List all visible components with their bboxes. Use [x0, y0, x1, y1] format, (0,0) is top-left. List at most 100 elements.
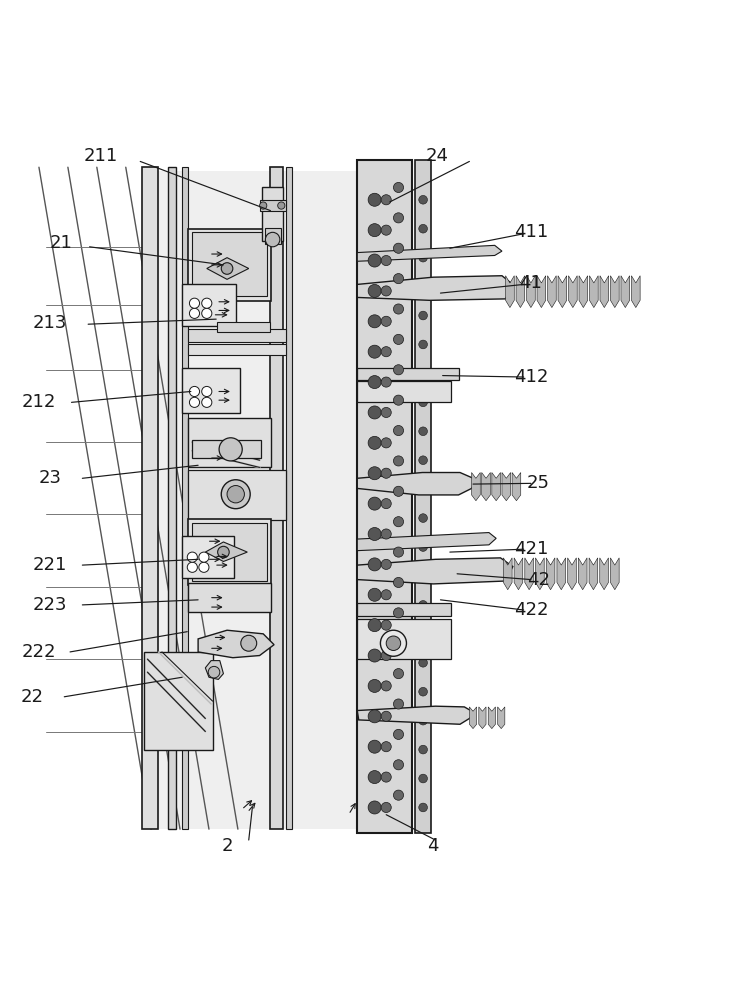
Circle shape	[218, 546, 229, 558]
Circle shape	[368, 588, 381, 601]
Bar	[270, 167, 284, 829]
Circle shape	[222, 263, 233, 274]
Circle shape	[381, 630, 407, 656]
Polygon shape	[504, 558, 512, 590]
Text: 22: 22	[20, 688, 43, 706]
Text: 422: 422	[514, 601, 548, 619]
Circle shape	[187, 562, 198, 572]
Circle shape	[394, 365, 404, 375]
Circle shape	[418, 601, 427, 609]
Polygon shape	[621, 276, 630, 308]
Polygon shape	[569, 276, 577, 308]
Circle shape	[190, 308, 200, 318]
Circle shape	[394, 638, 404, 648]
Polygon shape	[631, 276, 640, 308]
Polygon shape	[469, 707, 477, 729]
Circle shape	[418, 745, 427, 754]
Circle shape	[381, 468, 391, 478]
Circle shape	[368, 345, 381, 358]
Bar	[357, 160, 412, 833]
Circle shape	[394, 699, 404, 709]
Circle shape	[394, 790, 404, 800]
Bar	[260, 200, 286, 211]
Polygon shape	[198, 630, 274, 658]
Text: 2: 2	[222, 837, 233, 855]
Bar	[217, 322, 270, 332]
Circle shape	[381, 377, 391, 387]
Circle shape	[222, 480, 250, 509]
Polygon shape	[357, 473, 477, 495]
Circle shape	[381, 407, 391, 418]
Polygon shape	[506, 276, 514, 308]
Text: 42: 42	[526, 571, 550, 589]
Circle shape	[190, 397, 200, 407]
Circle shape	[381, 620, 391, 630]
Circle shape	[394, 729, 404, 739]
Circle shape	[418, 311, 427, 320]
Circle shape	[418, 253, 427, 262]
Polygon shape	[207, 258, 249, 279]
Text: 23: 23	[39, 469, 61, 487]
Circle shape	[368, 710, 381, 723]
Bar	[182, 284, 236, 326]
Circle shape	[278, 202, 285, 209]
Polygon shape	[578, 558, 587, 590]
Circle shape	[381, 316, 391, 326]
Bar	[262, 187, 284, 241]
Circle shape	[368, 436, 381, 449]
Bar	[168, 167, 176, 829]
Polygon shape	[590, 276, 599, 308]
Circle shape	[368, 467, 381, 480]
Circle shape	[381, 195, 391, 205]
Text: 24: 24	[425, 147, 448, 165]
Circle shape	[418, 716, 427, 725]
Circle shape	[368, 527, 381, 541]
Circle shape	[381, 802, 391, 813]
Polygon shape	[479, 707, 486, 729]
Circle shape	[381, 347, 391, 357]
Circle shape	[368, 558, 381, 571]
Polygon shape	[206, 542, 247, 561]
Polygon shape	[568, 558, 577, 590]
Circle shape	[418, 195, 427, 204]
Bar	[188, 329, 286, 342]
Circle shape	[394, 456, 404, 466]
Circle shape	[394, 486, 404, 496]
Polygon shape	[357, 276, 512, 300]
Bar	[182, 368, 240, 413]
Text: 222: 222	[22, 643, 56, 661]
Circle shape	[368, 679, 381, 692]
Text: 412: 412	[514, 368, 548, 386]
Bar	[144, 652, 213, 750]
Circle shape	[418, 427, 427, 436]
Circle shape	[241, 635, 257, 651]
Polygon shape	[579, 276, 588, 308]
Polygon shape	[357, 706, 475, 724]
Polygon shape	[482, 473, 491, 501]
Circle shape	[418, 687, 427, 696]
Bar	[188, 583, 271, 612]
Polygon shape	[547, 276, 556, 308]
Circle shape	[418, 543, 427, 551]
Text: 212: 212	[22, 393, 56, 411]
Circle shape	[208, 666, 220, 678]
Circle shape	[418, 629, 427, 638]
Bar	[188, 418, 271, 467]
Polygon shape	[610, 558, 619, 590]
Bar	[144, 171, 390, 829]
Circle shape	[394, 577, 404, 588]
Circle shape	[219, 438, 242, 461]
Circle shape	[418, 514, 427, 522]
Polygon shape	[514, 558, 523, 590]
Polygon shape	[589, 558, 598, 590]
Bar	[182, 536, 234, 578]
Circle shape	[381, 559, 391, 569]
Circle shape	[368, 740, 381, 753]
Circle shape	[381, 650, 391, 661]
Circle shape	[199, 562, 209, 572]
Circle shape	[190, 298, 200, 308]
Circle shape	[368, 649, 381, 662]
Text: 41: 41	[520, 274, 542, 292]
Circle shape	[394, 669, 404, 679]
Bar	[141, 167, 157, 829]
